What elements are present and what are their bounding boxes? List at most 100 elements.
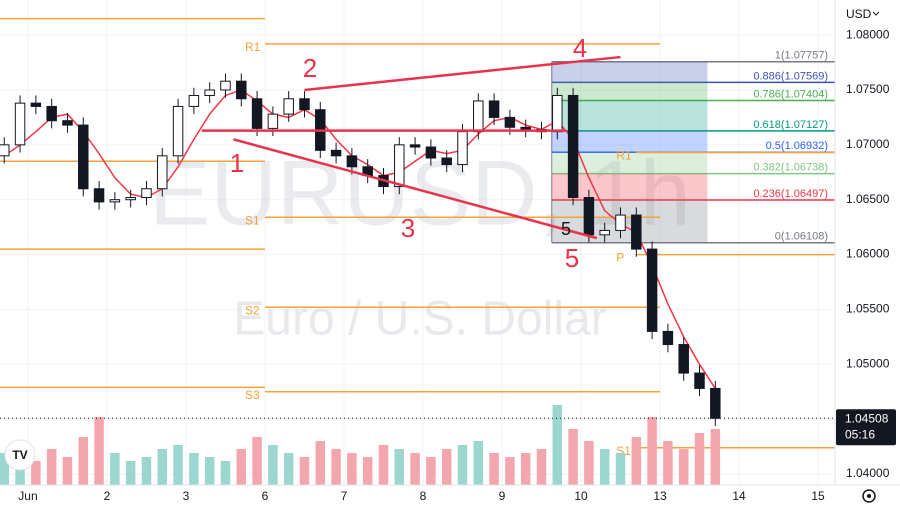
x-tick-label: 6: [262, 489, 269, 503]
fib-label: 1(1.07757): [775, 50, 828, 62]
x-tick-label: 15: [811, 489, 825, 503]
x-tick-label: 2: [104, 489, 111, 503]
fib-zone: [551, 152, 708, 174]
trend-line: [304, 55, 621, 92]
watermark-title: EURUSD, 1h: [149, 142, 691, 244]
candle-body: [0, 144, 10, 157]
volume-bar: [299, 457, 310, 485]
volume-bar: [31, 461, 41, 485]
y-tick-label: 1.05000: [846, 356, 890, 370]
x-tick-label: 9: [499, 489, 506, 503]
trend-line: [233, 138, 598, 240]
candle-body: [567, 94, 579, 199]
logo: TV: [4, 439, 36, 471]
candle-body: [662, 330, 674, 346]
candle-body: [457, 131, 468, 166]
volume-bar: [378, 445, 389, 485]
candle-body: [599, 229, 610, 236]
volume-bar: [568, 429, 578, 485]
pivot-label: S1: [245, 213, 260, 227]
candle-body: [62, 120, 73, 126]
candle-body: [125, 197, 136, 201]
y-tick-label: 1.04000: [846, 466, 890, 480]
volume-bar: [157, 449, 168, 485]
candle-body: [93, 188, 105, 203]
candle-body: [394, 144, 405, 188]
x-tick-label: 13: [653, 489, 667, 503]
volume-bar: [331, 449, 341, 485]
volume-bar: [520, 453, 531, 485]
candle-body: [678, 344, 689, 374]
currency-caret: [872, 11, 880, 16]
candle-body: [330, 149, 342, 157]
volume-bar: [584, 441, 594, 485]
candle-body: [251, 98, 263, 129]
fib-label: 0.382(1.06738): [753, 161, 828, 173]
volume-bar: [94, 417, 104, 485]
volume-bar: [631, 437, 642, 485]
candle-body: [172, 105, 184, 157]
currency[interactable]: USD: [846, 7, 872, 21]
y-tick-label: 1.05500: [846, 302, 890, 316]
candle-body: [441, 157, 452, 166]
pivot-label: R1: [616, 149, 632, 163]
volume-bar: [473, 441, 484, 485]
countdown: 05:16: [845, 427, 875, 441]
volume-bar: [394, 449, 405, 485]
volume-bar: [236, 449, 247, 485]
volume-bar: [110, 453, 120, 485]
candle-body: [204, 89, 215, 96]
candle-body: [283, 98, 294, 115]
candle-body: [46, 105, 57, 122]
candle-body: [220, 80, 231, 91]
y-tick-label: 1.08000: [846, 27, 890, 41]
candle-body: [473, 100, 484, 133]
candle-body: [631, 214, 642, 250]
volume-bar: [204, 457, 215, 485]
volume-bar: [694, 433, 705, 485]
y-tick-label: 1.07000: [846, 137, 890, 151]
candle-body: [188, 94, 200, 107]
annotation: 1: [230, 148, 244, 178]
last-price-label: 1.04508: [845, 411, 889, 425]
x-tick-label: 10: [574, 489, 588, 503]
x-tick-label: Jun: [18, 489, 37, 503]
candle-body: [488, 100, 500, 118]
candle-body: [141, 188, 152, 199]
candle-body: [615, 214, 626, 231]
settings-icon[interactable]: [862, 489, 876, 503]
volume-bar: [252, 437, 262, 485]
candle-body: [520, 126, 531, 130]
volume-bar: [505, 457, 515, 485]
fib-label: 0(1.06108): [775, 231, 828, 243]
fib-zone: [551, 200, 708, 243]
pivot-label: S2: [245, 303, 260, 317]
annotation: 5: [561, 219, 571, 239]
fib-label: 0.236(1.06497): [753, 188, 828, 200]
volume-bar: [426, 457, 436, 485]
fib-zone: [551, 82, 708, 101]
volume-bar: [268, 445, 278, 485]
x-tick-label: 8: [420, 489, 427, 503]
volume-bar: [615, 453, 626, 485]
annotation: 2: [303, 53, 317, 83]
candle-body: [504, 116, 516, 128]
volume-bar: [441, 449, 452, 485]
fib-label: 0.786(1.07404): [753, 88, 828, 100]
candle-body: [267, 113, 279, 129]
y-tick-label: 1.06500: [846, 192, 890, 206]
volume-bar: [141, 457, 152, 485]
last-price-box: [836, 409, 896, 446]
fib-zone: [551, 61, 708, 83]
svg-text:TV: TV: [12, 448, 27, 462]
volume-bar: [125, 461, 136, 485]
volume-bar: [220, 461, 231, 485]
volume-bar: [678, 449, 689, 485]
pivot-label: S3: [245, 388, 260, 402]
y-tick-label: 1.07500: [846, 82, 890, 96]
candle-body: [346, 155, 358, 168]
volume-bar: [647, 417, 657, 485]
fib-label: 0.5(1.06932): [766, 140, 828, 152]
volume-bar: [189, 453, 199, 485]
candle-body: [710, 387, 721, 419]
